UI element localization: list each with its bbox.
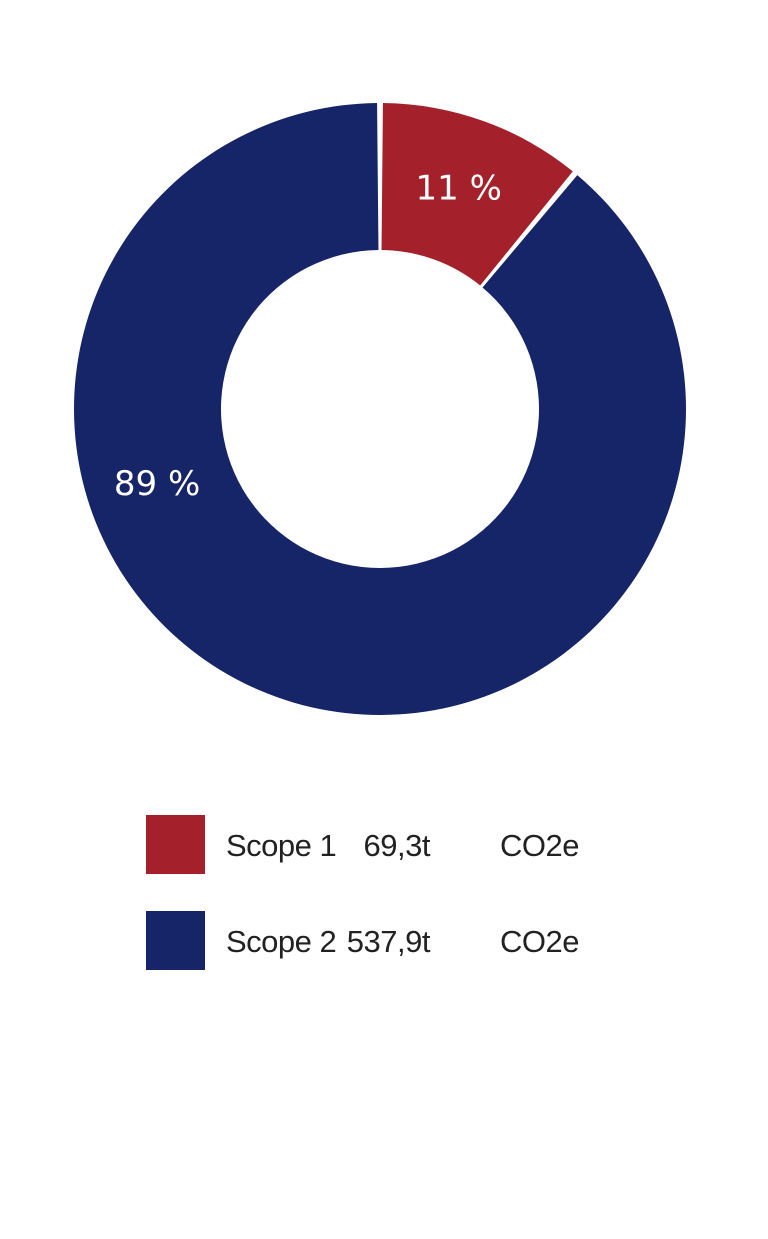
donut-slice-scope-2 xyxy=(74,103,687,715)
donut-slice-scope-1 xyxy=(381,103,573,286)
legend-item-scope-2: Scope 2 537,9t CO2e xyxy=(146,911,706,971)
legend-label-scope-1: Scope 1 xyxy=(226,828,337,863)
legend-unit-scope-2: CO2e xyxy=(500,924,579,959)
donut-slices xyxy=(74,103,687,715)
data-label-scope-1: 11 % xyxy=(416,169,502,209)
legend-label-scope-2: Scope 2 xyxy=(226,924,337,959)
chart-legend: Scope 1 69,3t CO2e Scope 2 537,9t CO2e xyxy=(146,815,706,1007)
donut-chart: 11 % 89 % xyxy=(74,103,687,715)
data-label-scope-2: 89 % xyxy=(114,464,200,504)
legend-swatch-scope-1 xyxy=(146,815,205,874)
legend-value-scope-2: 537,9t xyxy=(346,924,431,959)
legend-value-scope-1: 69,3t xyxy=(363,828,431,863)
legend-item-scope-1: Scope 1 69,3t CO2e xyxy=(146,815,706,875)
legend-swatch-scope-2 xyxy=(146,911,205,970)
legend-unit-scope-1: CO2e xyxy=(500,828,579,863)
donut-slice-labels: 11 % 89 % xyxy=(114,169,502,504)
